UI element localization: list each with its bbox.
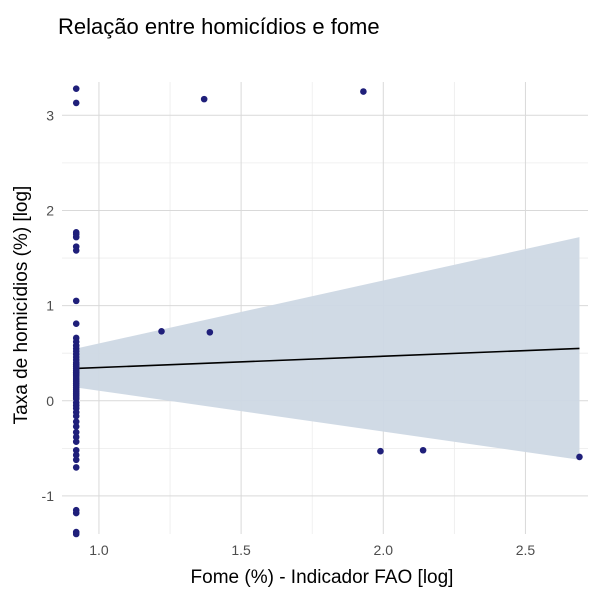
data-point <box>72 85 80 92</box>
data-point <box>72 438 80 445</box>
chart-title: Relação entre homicídios e fome <box>58 14 380 39</box>
x-axis-label: Fome (%) - Indicador FAO [log] <box>191 567 454 588</box>
data-points <box>72 85 583 538</box>
data-point <box>200 95 208 103</box>
data-point <box>72 320 80 328</box>
data-point <box>72 368 80 376</box>
data-point <box>377 447 384 455</box>
axis-ticks: 1.0 1.5 2.0 2.5 -1 0 1 2 3 <box>42 107 536 558</box>
y-tick-label: 0 <box>46 393 54 409</box>
y-tick-label: 3 <box>46 107 54 123</box>
data-point <box>72 456 80 464</box>
y-tick-label: 2 <box>46 202 54 218</box>
data-point <box>72 464 80 471</box>
x-tick-label: 1.5 <box>231 542 251 558</box>
trend-line-layer <box>76 347 580 370</box>
trend-line <box>76 347 580 370</box>
y-tick-label: 1 <box>46 298 54 314</box>
data-point <box>72 428 80 436</box>
data-point <box>419 446 427 454</box>
data-point <box>360 88 367 95</box>
data-point <box>72 233 80 241</box>
y-tick-label: -1 <box>42 488 55 504</box>
data-point <box>72 451 80 459</box>
confidence-band-layer <box>76 237 580 460</box>
data-point <box>158 328 165 335</box>
data-point <box>72 99 80 107</box>
data-point <box>72 423 80 430</box>
confidence-band <box>76 237 580 460</box>
x-tick-label: 2.5 <box>516 542 536 558</box>
data-point <box>72 247 80 254</box>
data-point <box>72 446 80 454</box>
x-tick-label: 1.0 <box>89 542 109 558</box>
data-point <box>72 418 80 426</box>
data-point <box>72 509 80 517</box>
data-point <box>72 530 80 538</box>
data-point <box>72 412 80 420</box>
data-point <box>206 328 214 336</box>
data-point <box>72 433 80 441</box>
x-tick-label: 2.0 <box>374 542 394 558</box>
data-point <box>576 453 583 461</box>
y-axis-label: Taxa de homicídios (%) [log] <box>11 186 32 425</box>
data-point <box>72 297 80 305</box>
